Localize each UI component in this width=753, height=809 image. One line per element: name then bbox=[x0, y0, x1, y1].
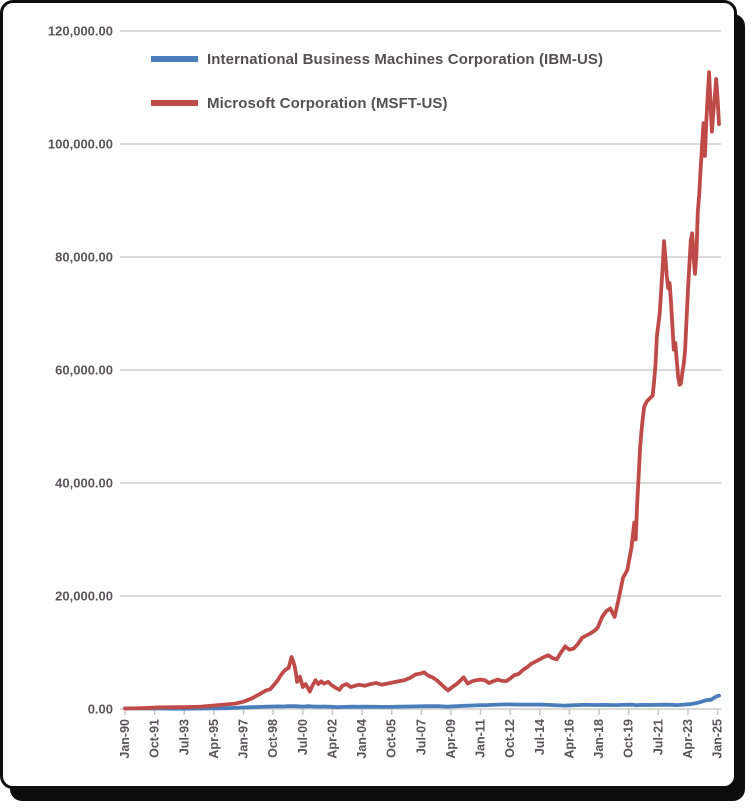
x-axis-label: Jan-97 bbox=[237, 719, 251, 759]
x-axis-label: Jul-07 bbox=[414, 719, 428, 755]
x-axis-label: Oct-98 bbox=[266, 719, 280, 758]
ibm-line-swatch-icon bbox=[151, 56, 198, 62]
x-axis-label: Jul-14 bbox=[533, 719, 547, 755]
msft-series-line bbox=[123, 70, 721, 711]
x-axis-label: Apr-16 bbox=[562, 719, 576, 759]
x-axis-label: Apr-02 bbox=[325, 719, 339, 759]
chart-legend: International Business Machines Corporat… bbox=[151, 49, 603, 113]
x-axis-label: Jul-93 bbox=[177, 719, 191, 755]
msft-line-swatch-icon bbox=[151, 100, 198, 106]
x-axis-label: Jan-90 bbox=[118, 719, 132, 759]
x-axis-label: Jul-00 bbox=[296, 719, 310, 755]
x-axis-label: Jan-04 bbox=[355, 719, 369, 759]
x-axis-label: Oct-91 bbox=[148, 719, 162, 758]
legend-item-msft: Microsoft Corporation (MSFT-US) bbox=[151, 93, 603, 113]
y-axis-label: 60,000.00 bbox=[55, 363, 113, 378]
x-axis-label: Apr-09 bbox=[444, 719, 458, 759]
x-axis-label: Jan-11 bbox=[474, 719, 488, 758]
chart-frame: 120,000.00 100,000.00 80,000.00 60,000.00 40… bbox=[0, 0, 737, 789]
y-axis-label: 0.00 bbox=[88, 702, 113, 717]
x-axis-label: Oct-05 bbox=[385, 719, 399, 758]
x-axis-label: Oct-19 bbox=[622, 719, 636, 758]
y-axis-label: 100,000.00 bbox=[48, 137, 113, 152]
x-axis-label: Jan-25 bbox=[711, 719, 725, 759]
y-axis-label: 40,000.00 bbox=[55, 476, 113, 491]
x-axis-label: Jul-21 bbox=[651, 719, 665, 755]
legend-label-msft: Microsoft Corporation (MSFT-US) bbox=[207, 94, 448, 112]
legend-item-ibm: International Business Machines Corporat… bbox=[151, 49, 603, 69]
y-axis-label: 120,000.00 bbox=[48, 24, 113, 39]
legend-label-ibm: International Business Machines Corporat… bbox=[207, 50, 604, 68]
y-axis-label: 20,000.00 bbox=[55, 589, 113, 604]
x-axis-label: Jan-18 bbox=[592, 719, 606, 759]
y-axis-label: 80,000.00 bbox=[55, 250, 113, 265]
x-axis-label: Apr-23 bbox=[681, 719, 695, 759]
ibm-series-line bbox=[123, 693, 721, 711]
x-axis-label: Oct-12 bbox=[503, 719, 517, 758]
line-chart: 120,000.00 100,000.00 80,000.00 60,000.00 40… bbox=[48, 24, 725, 759]
x-axis-label: Apr-95 bbox=[207, 719, 221, 759]
